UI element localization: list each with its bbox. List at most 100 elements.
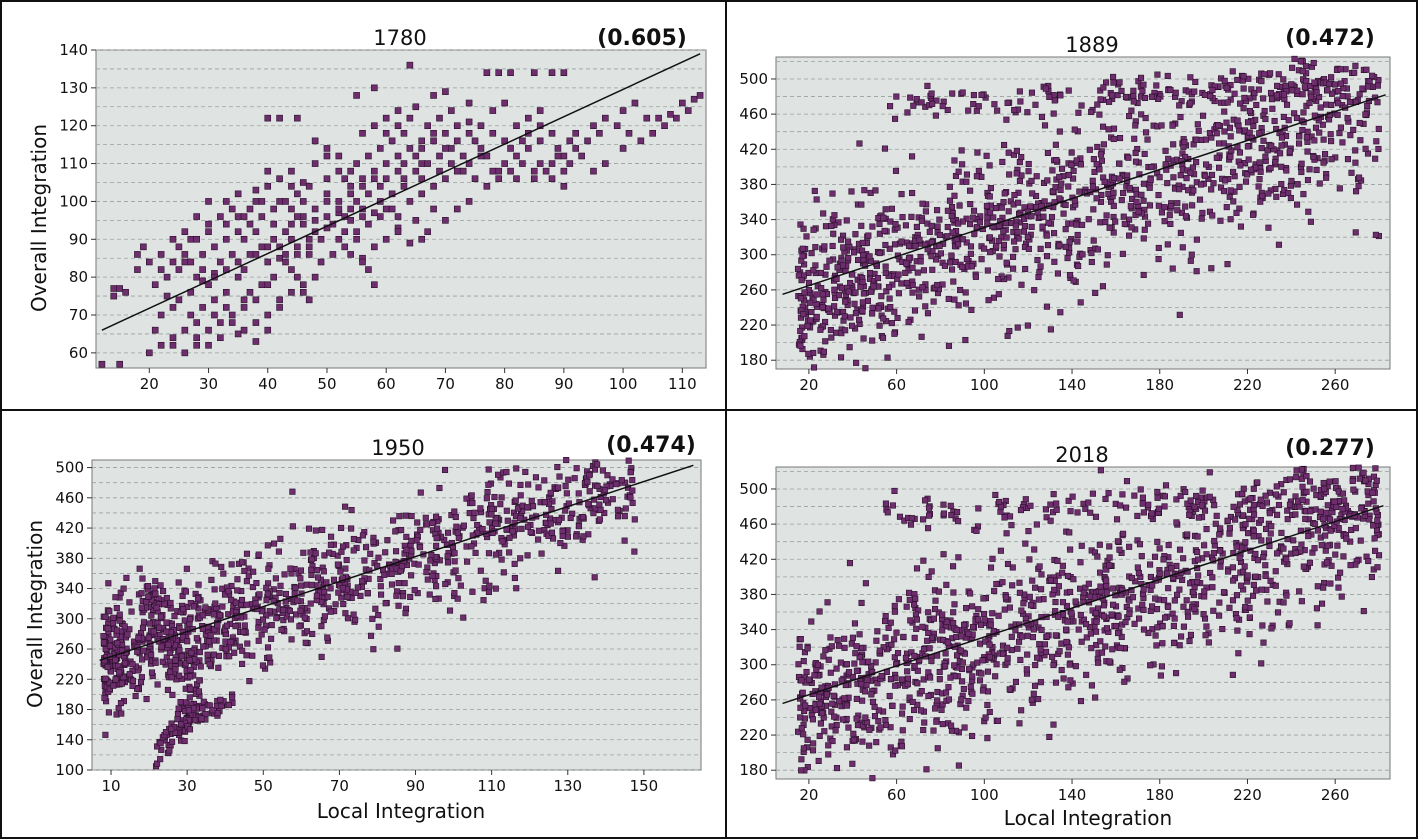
scatter-point	[918, 333, 925, 340]
scatter-point	[1186, 511, 1193, 518]
scatter-point	[1103, 212, 1110, 219]
scatter-point	[1160, 556, 1167, 563]
scatter-point	[394, 152, 402, 160]
scatter-point	[1025, 168, 1032, 175]
scatter-point	[808, 308, 815, 316]
scatter-point	[1027, 502, 1034, 509]
scatter-point	[800, 311, 807, 318]
scatter-point	[926, 645, 933, 652]
scatter-point	[1135, 208, 1142, 215]
scatter-point	[548, 69, 556, 77]
scatter-point	[955, 241, 962, 248]
scatter-point	[1086, 146, 1093, 153]
scatter-point	[323, 145, 331, 152]
scatter-point	[282, 251, 289, 258]
scatter-point	[870, 283, 877, 290]
scatter-point	[1092, 513, 1100, 520]
scatter-point	[536, 160, 544, 167]
scatter-point	[489, 107, 497, 114]
scatter-point	[294, 213, 301, 220]
scatter-point	[869, 775, 876, 782]
scatter-point	[157, 613, 165, 620]
scatter-point	[1145, 220, 1152, 227]
x-tick-label: 180	[1145, 786, 1174, 804]
scatter-point	[206, 661, 213, 668]
scatter-point	[1145, 501, 1152, 508]
scatter-point	[1149, 582, 1156, 589]
scatter-point	[180, 606, 187, 613]
scatter-point	[1194, 533, 1201, 540]
scatter-point	[1128, 574, 1135, 582]
scatter-point	[276, 254, 283, 262]
scatter-point	[1291, 55, 1298, 62]
y-tick-label: 340	[739, 211, 768, 229]
scatter-point	[252, 251, 260, 258]
scatter-point	[1109, 92, 1116, 99]
scatter-point	[359, 532, 366, 539]
correlation-label: (0.605)	[597, 26, 687, 51]
scatter-point	[826, 257, 833, 264]
scatter-point	[463, 495, 470, 502]
scatter-point	[184, 638, 191, 645]
scatter-point	[305, 243, 313, 251]
scatter-point	[264, 644, 272, 651]
scatter-point	[586, 472, 593, 479]
scatter-point	[1284, 516, 1291, 523]
scatter-point	[950, 563, 957, 570]
scatter-point	[1324, 542, 1331, 549]
scatter-point	[1334, 542, 1341, 549]
scatter-point	[280, 607, 287, 614]
scatter-point	[1277, 150, 1284, 157]
scatter-point	[1070, 175, 1077, 182]
scatter-point	[1025, 528, 1032, 535]
scatter-point	[827, 669, 834, 676]
scatter-point	[382, 600, 389, 607]
scatter-point	[146, 349, 153, 357]
scatter-point	[477, 145, 485, 152]
scatter-point	[843, 217, 850, 224]
scatter-point	[1087, 630, 1094, 637]
scatter-point	[816, 608, 823, 615]
scatter-point	[1128, 107, 1135, 114]
scatter-point	[902, 269, 909, 276]
scatter-point	[305, 525, 313, 532]
scatter-point	[845, 724, 852, 731]
scatter-point	[1217, 525, 1224, 532]
scatter-point	[949, 90, 956, 97]
scatter-point	[1056, 128, 1063, 135]
scatter-point	[1161, 614, 1169, 621]
scatter-point	[394, 107, 402, 114]
scatter-point	[1022, 496, 1029, 503]
scatter-point	[1262, 572, 1269, 579]
scatter-point	[1327, 527, 1334, 534]
scatter-point	[1093, 195, 1100, 202]
scatter-point	[1004, 644, 1011, 651]
scatter-point	[882, 206, 889, 213]
x-tick-label: 70	[330, 777, 349, 795]
scatter-point	[196, 677, 203, 684]
scatter-point	[984, 267, 991, 274]
scatter-point	[913, 625, 920, 632]
scatter-point	[1255, 183, 1262, 190]
scatter-point	[282, 228, 289, 236]
scatter-point	[851, 249, 858, 256]
scatter-point	[1273, 92, 1280, 99]
scatter-point	[1197, 181, 1205, 188]
scatter-point	[240, 266, 248, 273]
x-tick-label: 90	[554, 375, 573, 393]
scatter-point	[1268, 142, 1275, 149]
scatter-point	[1314, 583, 1321, 590]
scatter-point	[596, 501, 603, 508]
scatter-point	[860, 290, 867, 297]
scatter-point	[967, 187, 974, 194]
scatter-point	[1280, 76, 1287, 83]
scatter-point	[979, 657, 986, 664]
scatter-point	[156, 624, 163, 631]
scatter-point	[930, 727, 937, 734]
scatter-point	[891, 487, 898, 494]
scatter-point	[448, 107, 455, 114]
scatter-point	[1262, 562, 1269, 569]
scatter-point	[1106, 224, 1113, 231]
scatter-point	[1265, 224, 1272, 231]
scatter-point	[1006, 171, 1013, 178]
